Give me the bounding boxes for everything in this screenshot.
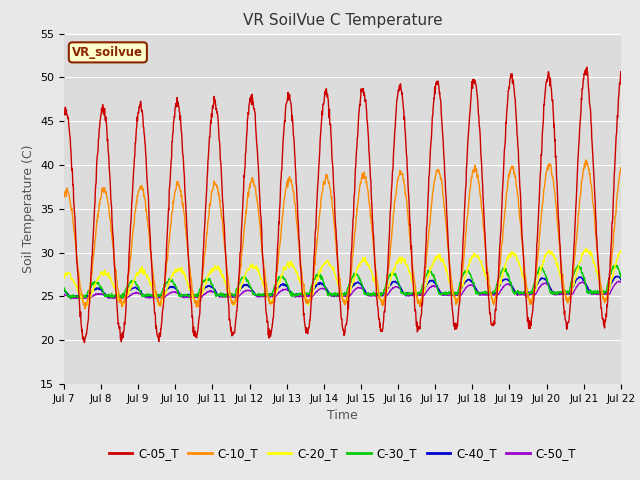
C-05_T — [583, 64, 591, 70]
C-40_T — [184, 293, 192, 299]
C-20_T — [502, 261, 509, 266]
C-20_T — [582, 246, 589, 252]
C-20_T — [617, 248, 625, 253]
C-10_T — [551, 191, 559, 197]
Line: C-40_T: C-40_T — [64, 276, 621, 298]
C-05_T — [502, 120, 509, 125]
Line: C-50_T: C-50_T — [64, 281, 621, 299]
C-50_T — [551, 292, 559, 298]
C-10_T — [184, 251, 192, 257]
Title: VR SoilVue C Temperature: VR SoilVue C Temperature — [243, 13, 442, 28]
C-10_T — [171, 190, 179, 196]
C-10_T — [617, 165, 625, 170]
C-40_T — [246, 285, 254, 290]
C-20_T — [184, 280, 192, 286]
C-10_T — [81, 306, 89, 312]
C-40_T — [67, 295, 74, 300]
C-50_T — [502, 282, 509, 288]
C-05_T — [60, 110, 68, 116]
Y-axis label: Soil Temperature (C): Soil Temperature (C) — [22, 144, 35, 273]
C-10_T — [502, 197, 509, 203]
C-20_T — [551, 255, 559, 261]
C-05_T — [246, 99, 254, 105]
C-50_T — [184, 295, 192, 300]
C-50_T — [246, 288, 254, 294]
Line: C-20_T: C-20_T — [64, 249, 621, 306]
C-50_T — [617, 279, 625, 285]
C-20_T — [60, 274, 68, 280]
C-30_T — [67, 296, 74, 302]
C-30_T — [184, 293, 192, 299]
C-05_T — [81, 340, 88, 346]
C-05_T — [429, 105, 437, 111]
X-axis label: Time: Time — [327, 409, 358, 422]
C-20_T — [171, 267, 179, 273]
C-40_T — [171, 285, 179, 291]
C-50_T — [615, 278, 623, 284]
Legend: C-05_T, C-10_T, C-20_T, C-30_T, C-40_T, C-50_T: C-05_T, C-10_T, C-20_T, C-30_T, C-40_T, … — [104, 443, 581, 465]
C-20_T — [246, 262, 254, 268]
C-30_T — [617, 275, 625, 281]
C-30_T — [502, 266, 509, 272]
C-10_T — [60, 193, 68, 199]
C-05_T — [551, 136, 559, 142]
C-30_T — [60, 285, 68, 291]
C-05_T — [171, 114, 179, 120]
C-10_T — [429, 189, 437, 194]
C-05_T — [617, 69, 625, 74]
Line: C-10_T: C-10_T — [64, 160, 621, 309]
C-40_T — [612, 274, 620, 279]
C-20_T — [429, 260, 437, 266]
C-40_T — [617, 277, 625, 283]
C-10_T — [246, 181, 254, 187]
C-05_T — [184, 252, 192, 258]
C-50_T — [429, 283, 437, 289]
C-20_T — [81, 303, 89, 309]
Text: VR_soilvue: VR_soilvue — [72, 46, 143, 59]
C-10_T — [582, 157, 590, 163]
C-50_T — [67, 296, 75, 301]
C-40_T — [60, 288, 68, 293]
C-30_T — [611, 262, 618, 268]
C-30_T — [551, 289, 559, 295]
C-50_T — [60, 292, 68, 298]
C-30_T — [246, 284, 254, 289]
Line: C-05_T: C-05_T — [64, 67, 621, 343]
C-30_T — [429, 272, 437, 278]
C-40_T — [551, 290, 559, 296]
Line: C-30_T: C-30_T — [64, 265, 621, 299]
C-40_T — [502, 276, 509, 282]
C-40_T — [429, 278, 437, 284]
C-30_T — [171, 283, 179, 288]
C-50_T — [171, 289, 179, 295]
